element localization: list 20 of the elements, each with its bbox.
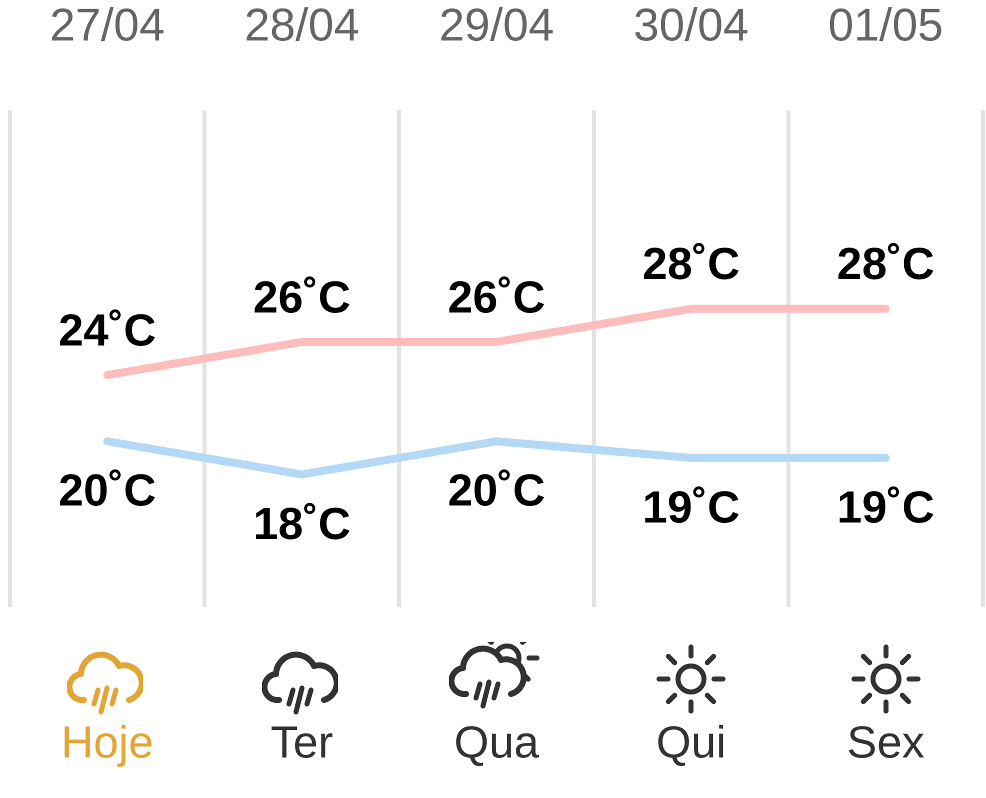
x-tick-label: Sex: [846, 716, 925, 768]
data-label: 20˚C: [448, 464, 546, 516]
data-label: 26˚C: [448, 271, 546, 322]
x-tick-label: Qui: [656, 716, 726, 768]
data-label: 19˚C: [836, 481, 934, 532]
x-tick-label: Ter: [270, 716, 334, 768]
text: 30/04: [634, 0, 749, 51]
text: 27/04: [50, 0, 165, 51]
x-tick-label: Hoje: [61, 716, 154, 768]
text: 28/04: [244, 0, 360, 51]
data-label: 19˚C: [642, 481, 740, 532]
data-label: 28˚C: [836, 238, 934, 290]
data-label: 24˚C: [58, 304, 156, 356]
data-label: 26˚C: [253, 271, 351, 322]
text: 01/05: [828, 0, 944, 51]
text: 29/04: [438, 0, 554, 51]
data-label: 18˚C: [253, 498, 351, 549]
data-label: 28˚C: [642, 238, 740, 290]
x-tick-label: Qua: [454, 716, 540, 768]
data-label: 20˚C: [58, 464, 156, 516]
